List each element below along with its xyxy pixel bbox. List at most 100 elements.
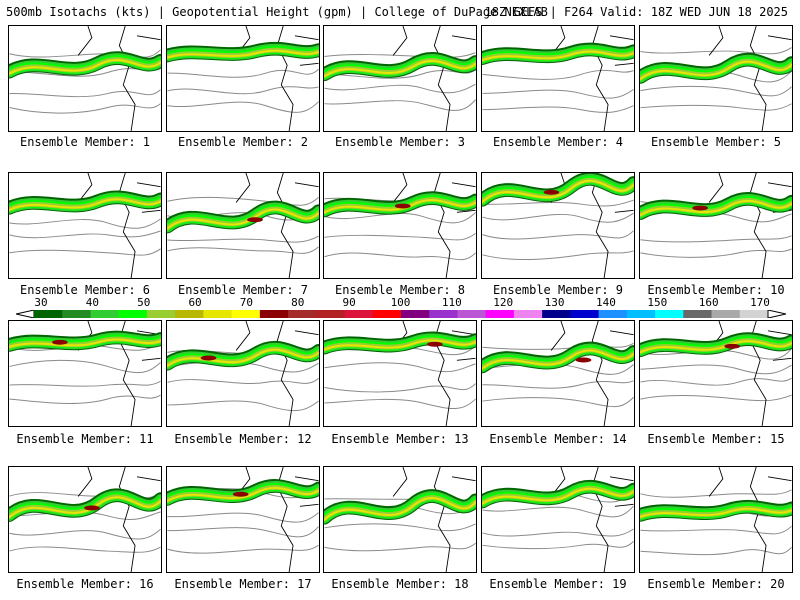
member-label: Ensemble Member: 9 [492, 283, 624, 297]
coastline [235, 467, 319, 572]
jet-band [9, 496, 161, 518]
isotach-colorbar [16, 310, 786, 318]
colorbar-swatch [457, 310, 487, 318]
colorbar-swatch [90, 310, 120, 318]
member-label: Ensemble Member: 7 [177, 283, 309, 297]
colorbar-swatch [598, 310, 628, 318]
height-contour [482, 541, 634, 550]
run-valid-time: 18Z GEFS | F264 Valid: 18Z WED JUN 18 20… [484, 5, 788, 19]
coastline [235, 26, 319, 131]
coastline [392, 173, 476, 278]
height-contour [482, 212, 634, 223]
member-label: Ensemble Member: 8 [334, 283, 466, 297]
height-contour [9, 359, 161, 374]
member-map-panel [323, 466, 477, 573]
height-contour [324, 362, 476, 373]
colorbar-max-arrow [767, 310, 786, 318]
colorbar-swatch [344, 310, 374, 318]
colorbar-swatch [146, 310, 176, 318]
isotach-map [482, 26, 634, 131]
coastline [235, 321, 319, 426]
jet-band [640, 200, 792, 216]
colorbar-tick: 160 [698, 296, 719, 309]
height-contour [640, 103, 792, 111]
isotach-map [640, 467, 792, 572]
member-label: Ensemble Member: 17 [174, 577, 312, 591]
member-label: Ensemble Member: 1 [19, 135, 151, 149]
jet-band [167, 348, 319, 367]
isotach-map [324, 321, 476, 426]
colorbar-tick: 90 [342, 296, 356, 309]
isotach-map [167, 321, 319, 426]
jet-band [9, 338, 161, 348]
member-map-panel [481, 172, 635, 279]
coastline [392, 321, 476, 426]
height-contour [640, 489, 792, 498]
jet-band [640, 60, 792, 80]
height-contour [9, 394, 161, 404]
jet-band [324, 339, 476, 351]
height-contour [9, 218, 161, 229]
colorbar-tick: 140 [595, 296, 616, 309]
height-contour [324, 523, 476, 532]
height-contour [9, 380, 161, 387]
colorbar-tick: 70 [239, 296, 254, 309]
height-contour [167, 68, 319, 78]
member-map-panel [323, 25, 477, 132]
jet-max [692, 205, 708, 211]
colorbar-swatch [401, 310, 430, 318]
coastline [77, 321, 161, 426]
height-contour [482, 250, 634, 260]
colorbar-min-arrow [16, 310, 35, 318]
colorbar-tick: 50 [137, 296, 151, 309]
isotach-map [482, 173, 634, 278]
height-contour [9, 342, 161, 351]
jet-band [324, 199, 476, 214]
height-contour [482, 199, 634, 207]
jet-band [482, 179, 634, 203]
height-contour [324, 383, 476, 393]
jet-max [543, 189, 560, 195]
colorbar-swatch [118, 310, 148, 318]
member-map-panel [323, 172, 477, 279]
member-label: Ensemble Member: 2 [177, 135, 309, 149]
height-contour [324, 99, 476, 111]
height-contour [640, 348, 792, 360]
coastline [392, 467, 476, 572]
height-contour [167, 196, 319, 206]
jet-max [200, 355, 217, 361]
height-contour [167, 378, 319, 384]
member-label: Ensemble Member: 10 [647, 283, 785, 297]
height-contour [324, 252, 476, 261]
jet-max [426, 341, 443, 347]
member-map-panel [166, 320, 320, 427]
jet-band [482, 349, 634, 370]
member-map-panel [166, 25, 320, 132]
height-contour [482, 69, 634, 80]
height-contour [9, 511, 161, 520]
colorbar-tick: 110 [441, 296, 462, 309]
colorbar-swatch [175, 310, 204, 318]
coastline [235, 173, 319, 278]
coastline [708, 173, 792, 278]
coastline [708, 321, 792, 426]
height-contour [167, 86, 319, 95]
colorbar-swatch [711, 310, 741, 318]
member-map-panel [639, 172, 793, 279]
height-contour [324, 52, 476, 58]
member-label: Ensemble Member: 14 [489, 432, 627, 446]
colorbar-swatch [655, 310, 684, 318]
isotach-map [167, 173, 319, 278]
member-label: Ensemble Member: 11 [16, 432, 154, 446]
height-contour [640, 85, 792, 97]
jet-band [640, 507, 792, 518]
height-contour [167, 512, 319, 523]
coastline [550, 321, 634, 426]
coastline [392, 26, 476, 131]
jet-max [84, 505, 100, 511]
member-map-panel [8, 172, 162, 279]
member-label: Ensemble Member: 19 [489, 577, 627, 591]
member-label: Ensemble Member: 16 [16, 577, 154, 591]
height-contour [640, 47, 792, 55]
jet-band [167, 49, 319, 59]
